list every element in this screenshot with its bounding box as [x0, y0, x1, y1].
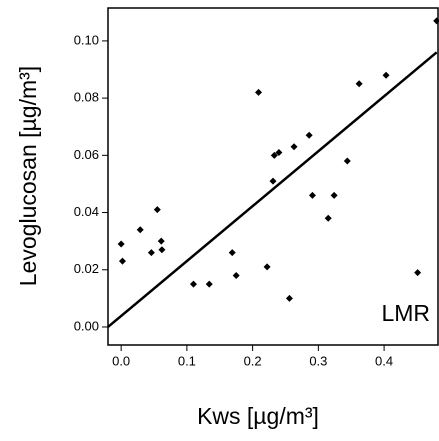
y-tick-label: 0.00: [74, 318, 99, 333]
point: [263, 263, 271, 271]
point: [153, 206, 161, 214]
point: [308, 191, 316, 199]
point: [414, 269, 422, 277]
point: [158, 246, 166, 254]
point: [305, 131, 313, 139]
y-tick-label: 0.02: [74, 261, 99, 276]
point: [232, 271, 240, 279]
point: [136, 226, 144, 234]
point: [147, 249, 155, 257]
y-tick-label: 0.10: [74, 32, 99, 47]
point: [228, 249, 236, 257]
y-tick-label: 0.08: [74, 90, 99, 105]
point: [269, 177, 277, 185]
point: [382, 71, 390, 79]
x-tick-label: 0.3: [309, 353, 327, 368]
point: [118, 257, 126, 265]
point: [189, 280, 197, 288]
point: [157, 237, 165, 245]
y-tick-label: 0.06: [74, 147, 99, 162]
point: [285, 294, 293, 302]
x-axis-label: Kws [µg/m³]: [197, 403, 319, 429]
point: [205, 280, 213, 288]
point: [355, 80, 363, 88]
point: [343, 157, 351, 165]
point: [275, 148, 283, 156]
y-axis-label: Levoglucosan [µg/m³]: [15, 66, 41, 286]
x-tick-label: 0.2: [244, 353, 262, 368]
x-tick-label: 0.4: [375, 353, 393, 368]
annotation: LMR: [381, 300, 430, 326]
trendline: [107, 51, 438, 328]
y-tick-label: 0.04: [74, 204, 99, 219]
point: [324, 214, 332, 222]
point: [255, 88, 263, 96]
point: [117, 240, 125, 248]
x-tick-label: 0.1: [178, 353, 196, 368]
point: [433, 17, 439, 25]
point: [290, 143, 298, 151]
plot-frame: [107, 7, 439, 346]
point: [330, 191, 338, 199]
point: [270, 151, 278, 159]
x-tick-label: 0.0: [112, 353, 130, 368]
